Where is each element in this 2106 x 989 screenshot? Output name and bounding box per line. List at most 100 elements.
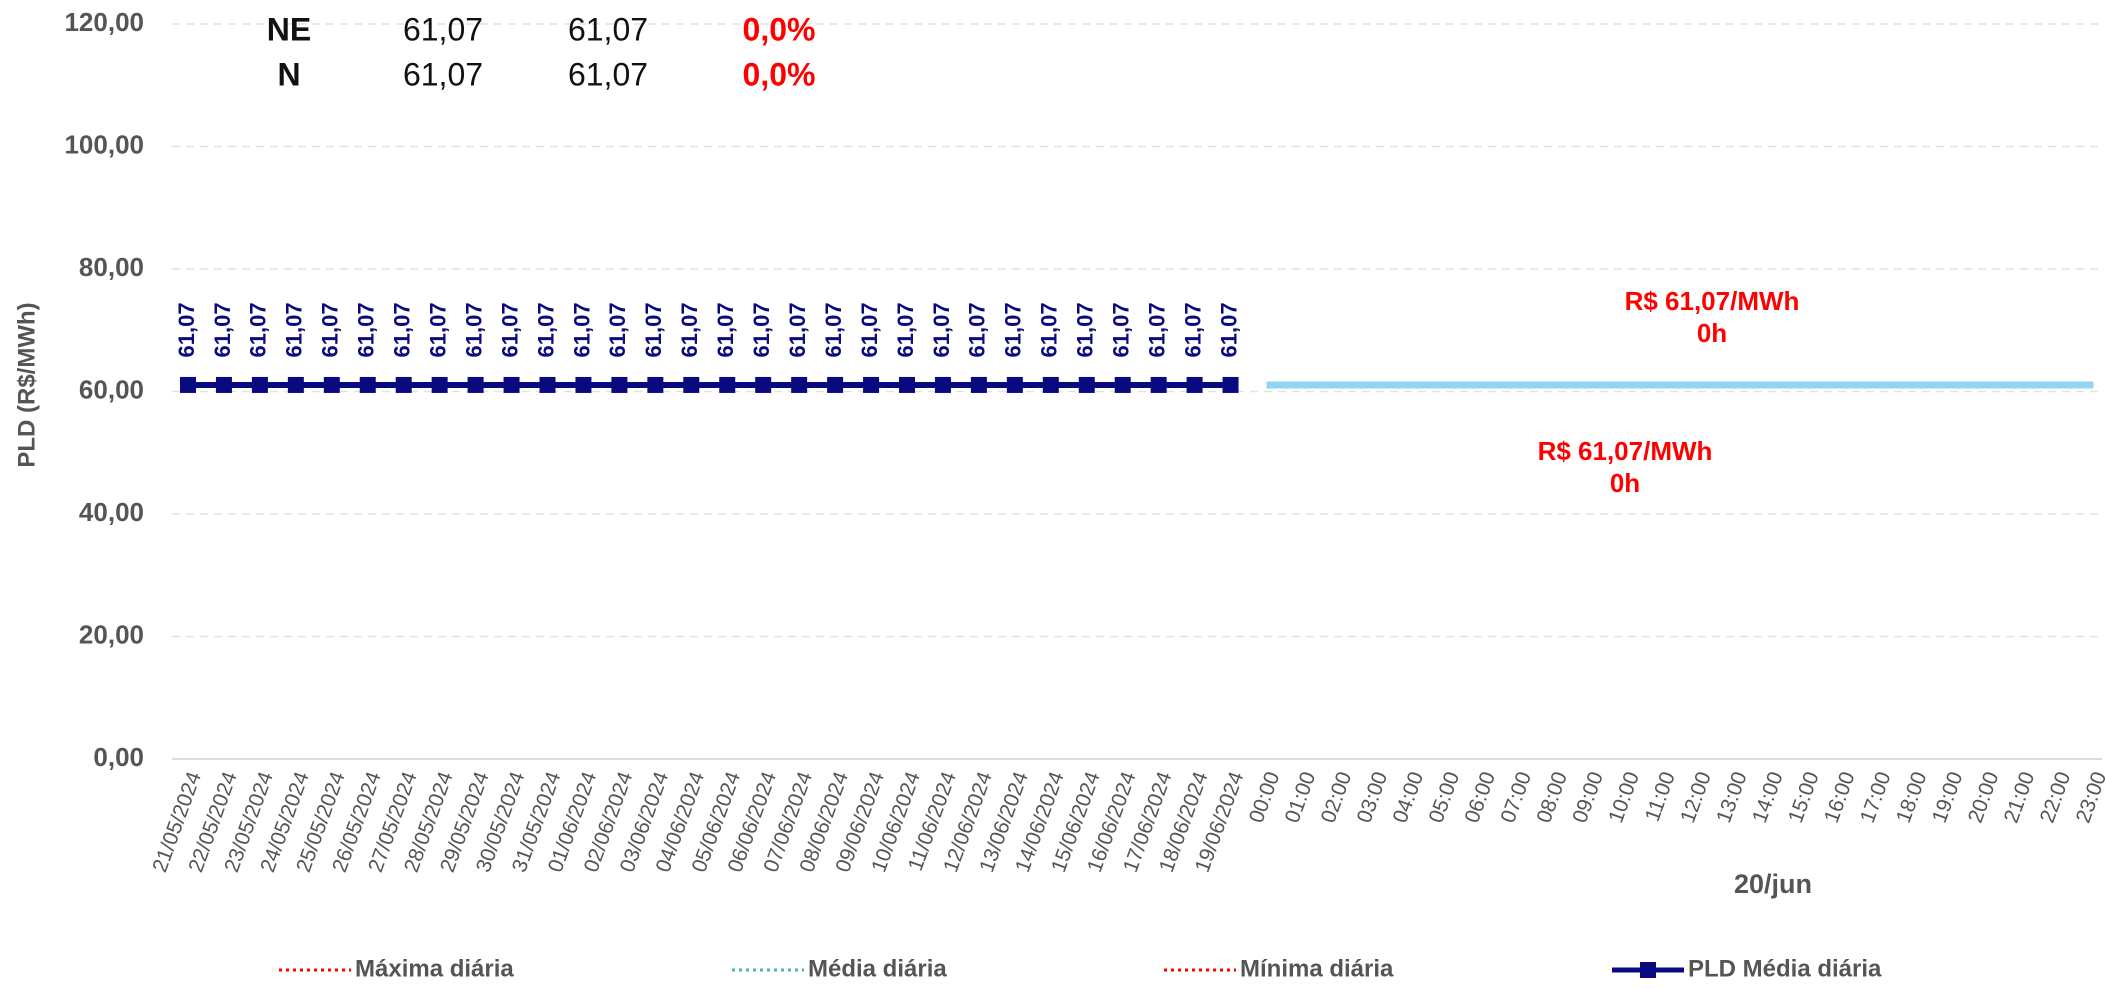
table-cell: 61,07	[568, 11, 648, 47]
data-label: 61,07	[461, 302, 486, 357]
x-tick-label: 11:00	[1641, 769, 1680, 825]
y-tick-label: 120,00	[64, 7, 144, 37]
x-tick-label: 19:00	[1928, 769, 1968, 826]
x-tick-label: 02:00	[1317, 769, 1357, 826]
table-cell: N	[277, 56, 300, 92]
data-label: 61,07	[857, 302, 882, 357]
data-label: 61,07	[246, 302, 271, 357]
legend-label: PLD Média diária	[1688, 955, 1882, 982]
data-label: 61,07	[821, 302, 846, 357]
point-marker	[934, 376, 951, 393]
table-cell: 0,0%	[743, 56, 816, 92]
x-tick-label: 06:00	[1461, 769, 1501, 826]
data-label: 61,07	[1216, 302, 1241, 357]
point-marker	[683, 376, 700, 393]
point-marker	[215, 376, 232, 393]
legend-label: Máxima diária	[355, 955, 514, 982]
annotation: R$ 61,07/MWh	[1625, 286, 1800, 316]
x-tick-label: 21:00	[2000, 769, 2040, 826]
point-marker	[180, 376, 196, 393]
point-marker	[1114, 376, 1131, 393]
point-marker	[1078, 376, 1095, 393]
x-tick-label: 17:00	[1856, 769, 1896, 826]
point-marker	[323, 376, 340, 393]
point-marker	[431, 376, 448, 393]
data-label: 61,07	[318, 302, 343, 357]
point-marker	[827, 376, 844, 393]
x-tick-label: 20:00	[1964, 769, 2004, 826]
x-tick-label: 18:00	[1892, 769, 1932, 826]
point-marker	[970, 376, 987, 393]
y-tick-label: 60,00	[79, 374, 144, 404]
x-tick-label: 00:00	[1245, 769, 1285, 826]
data-label: 61,07	[893, 302, 918, 357]
point-marker	[1222, 376, 1239, 393]
table-cell: 0,0%	[743, 11, 816, 47]
x-tick-label: 12:00	[1676, 769, 1716, 826]
data-label: 61,07	[390, 302, 415, 357]
x-tick-label: 07:00	[1496, 769, 1536, 826]
x-tick-label: 14:00	[1748, 769, 1788, 826]
data-label: 61,07	[1037, 302, 1062, 357]
x-tick-label: 10:00	[1604, 769, 1644, 826]
point-marker	[395, 376, 412, 393]
x-tick-label: 09:00	[1568, 769, 1608, 826]
data-label: 61,07	[641, 302, 666, 357]
x-tick-label: 16:00	[1820, 769, 1860, 826]
point-marker	[1006, 376, 1023, 393]
table-cell: NE	[267, 11, 311, 47]
annotation: 0h	[1610, 468, 1640, 498]
table-cell: 61,07	[403, 11, 483, 47]
point-marker	[755, 376, 772, 393]
point-marker	[539, 376, 556, 393]
x-tick-label: 01:00	[1281, 769, 1321, 826]
data-label: 61,07	[282, 302, 307, 357]
x-tick-label: 04:00	[1389, 769, 1429, 826]
point-marker	[251, 376, 268, 393]
data-label: 61,07	[497, 302, 522, 357]
y-axis-label: PLD (R$/MWh)	[13, 302, 40, 467]
point-marker	[575, 376, 592, 393]
x-tick-label: 03:00	[1353, 769, 1393, 826]
x-tick-label: 15:00	[1784, 769, 1824, 826]
point-marker	[719, 376, 736, 393]
data-label: 61,07	[1001, 302, 1026, 357]
point-marker	[791, 376, 808, 393]
x-tick-label: 13:00	[1712, 769, 1752, 826]
annotation: R$ 61,07/MWh	[1538, 436, 1713, 466]
x-tick-label: 23:00	[2072, 769, 2106, 826]
data-label: 61,07	[425, 302, 450, 357]
data-label: 61,07	[785, 302, 810, 357]
data-label: 61,07	[354, 302, 379, 357]
y-tick-label: 20,00	[79, 619, 144, 649]
data-label: 61,07	[929, 302, 954, 357]
data-label: 61,07	[749, 302, 774, 357]
data-label: 61,07	[210, 302, 235, 357]
y-tick-label: 100,00	[64, 129, 144, 159]
legend-label: Mínima diária	[1240, 955, 1394, 982]
x-tick-label: 22:00	[2036, 769, 2076, 826]
point-marker	[467, 376, 484, 393]
group-label: 20/jun	[1734, 869, 1812, 899]
x-tick-label: 05:00	[1425, 769, 1465, 826]
data-label: 61,07	[533, 302, 558, 357]
table-cell: 61,07	[568, 56, 648, 92]
point-marker	[611, 376, 628, 393]
data-label: 61,07	[174, 302, 199, 357]
point-marker	[1042, 376, 1059, 393]
point-marker	[647, 376, 664, 393]
table-cell: 61,07	[403, 56, 483, 92]
data-label: 61,07	[1180, 302, 1205, 357]
data-label: 61,07	[605, 302, 630, 357]
data-label: 61,07	[1144, 302, 1169, 357]
point-marker	[287, 376, 304, 393]
y-tick-label: 0,00	[93, 742, 144, 772]
x-tick-label: 08:00	[1532, 769, 1572, 826]
point-marker	[503, 376, 520, 393]
y-tick-label: 40,00	[79, 497, 144, 527]
point-marker	[899, 376, 915, 393]
point-marker	[359, 376, 376, 393]
legend-marker	[1640, 962, 1656, 978]
data-label: 61,07	[1109, 302, 1134, 357]
